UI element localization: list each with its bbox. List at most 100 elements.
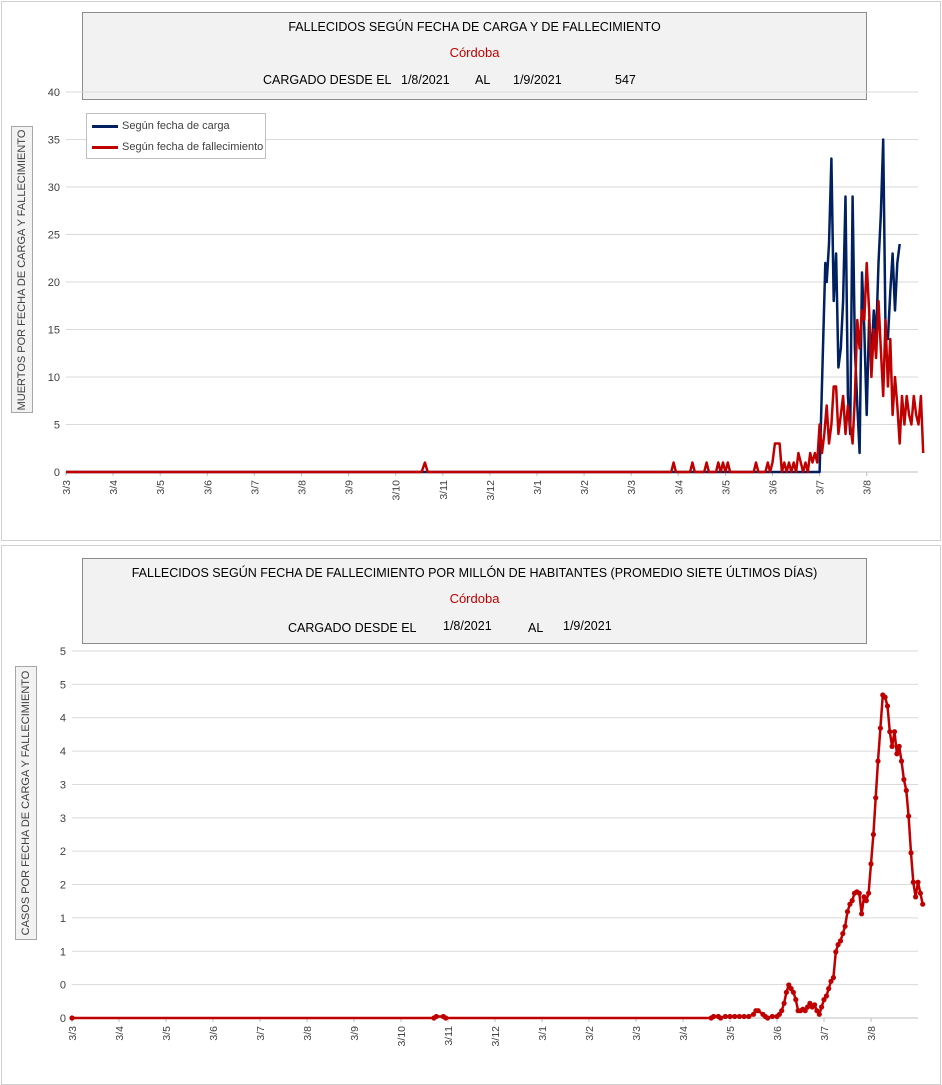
chart2-x-tick-label: 3/9	[349, 1026, 361, 1041]
chart2-data-point	[873, 795, 879, 801]
chart2-data-point	[906, 813, 912, 819]
chart1-series-line-2	[66, 261, 925, 474]
chart1-y-tick-label: 20	[48, 277, 60, 289]
chart2-data-point	[910, 879, 916, 885]
chart2-data-point	[920, 901, 926, 907]
chart1-title: FALLECIDOS SEGÚN FECHA DE CARGA Y DE FAL…	[288, 20, 661, 34]
chart2-data-point	[887, 729, 893, 735]
chart2-header: FALLECIDOS SEGÚN FECHA DE FALLECIMIENTO …	[82, 558, 867, 644]
chart2-data-point	[849, 898, 855, 904]
chart2-y-tick-label: 4	[60, 713, 66, 725]
chart2-x-tick-label: 3/3	[631, 1026, 643, 1041]
chart2-data-point	[746, 1013, 752, 1020]
chart2-data-point	[868, 861, 874, 867]
chart2-data-point	[882, 694, 888, 700]
chart1-x-tick-label: 3/3	[626, 480, 638, 495]
chart1-subtitle: Córdoba	[449, 45, 500, 60]
chart2-data-point	[722, 1013, 728, 1020]
chart2-data-point	[830, 975, 837, 981]
chart2-y-tick-label: 2	[60, 846, 66, 858]
chart2-x-tick-label: 3/10	[396, 1026, 408, 1047]
chart2-y-tick-label: 3	[60, 779, 66, 791]
chart2-x-tick-label: 3/7	[819, 1026, 831, 1041]
chart2-data-point	[844, 909, 851, 915]
chart1-x-tick-label: 3/4	[673, 480, 685, 495]
chart2-data-point	[896, 743, 902, 750]
chart2-data-point	[877, 725, 884, 731]
chart2-data-point	[807, 1000, 813, 1006]
chart2-data-point	[884, 703, 891, 709]
chart1-x-tick-label: 3/6	[768, 480, 780, 495]
chart2-data-point	[828, 978, 834, 984]
chart2-data-point	[875, 758, 881, 764]
chart2-from-date: 1/8/2021	[443, 619, 492, 633]
chart2-data-point	[793, 997, 799, 1003]
chart2-data-point	[894, 751, 900, 757]
chart2-data-point	[833, 949, 839, 955]
chart1-x-tick-label: 3/6	[202, 480, 214, 495]
chart2-data-point	[856, 890, 862, 896]
chart2-data-point	[837, 938, 844, 944]
chart1-header: FALLECIDOS SEGÚN FECHA DE CARGA Y DE FAL…	[82, 12, 867, 100]
chart2-y-axis-label-box: CASOS POR FECHA DE CARGA Y FALLECIMIENTO	[15, 666, 37, 940]
chart1-x-tick-label: 3/8	[297, 480, 309, 495]
chart1-y-tick-label: 15	[48, 325, 60, 337]
chart2-x-tick-label: 3/12	[490, 1026, 502, 1047]
chart2-x-tick-label: 3/6	[208, 1026, 220, 1041]
chart2-data-point	[835, 942, 841, 948]
chart1-legend: Según fecha de carga Según fecha de fall…	[86, 113, 266, 159]
chart2-data-point	[790, 989, 797, 995]
chart2-data-point	[805, 1004, 811, 1010]
chart2-data-point	[732, 1013, 738, 1020]
legend-item-fallecimiento: Según fecha de fallecimiento	[92, 141, 263, 155]
chart1-x-tick-label: 3/4	[108, 480, 120, 495]
chart2-data-point	[816, 1011, 822, 1017]
chart1-y-tick-label: 30	[48, 182, 60, 194]
chart1-x-tick-label: 3/12	[485, 480, 497, 501]
chart2-data-point	[711, 1013, 717, 1020]
chart1-series-line-1	[66, 138, 901, 474]
chart2-data-point	[840, 931, 846, 937]
legend-swatch-carga	[92, 124, 118, 128]
chart2-data-point	[755, 1008, 761, 1014]
chart1-loaded-from-label: CARGADO DESDE EL	[263, 73, 392, 87]
chart2-loaded-from-label: CARGADO DESDE EL	[288, 621, 417, 635]
chart1-x-tick-label: 3/11	[438, 480, 450, 500]
chart2-x-tick-label: 3/6	[772, 1026, 784, 1041]
chart1-y-tick-label: 40	[48, 87, 60, 99]
chart2-data-point	[917, 890, 924, 896]
legend-label-carga: Según fecha de carga	[122, 120, 230, 132]
chart1-x-tick-label: 3/7	[249, 480, 261, 495]
chart2-data-point	[908, 850, 914, 856]
chart2-data-point	[765, 1015, 771, 1021]
chart1-x-tick-label: 3/7	[815, 480, 827, 495]
legend-label-fallecimiento: Según fecha de fallecimiento	[122, 141, 264, 153]
chart2-y-tick-label: 3	[60, 813, 66, 825]
chart2-data-point	[727, 1013, 733, 1020]
chart2-x-tick-label: 3/7	[255, 1026, 267, 1041]
chart1-x-tick-label: 3/5	[155, 480, 167, 495]
chart2-series-line-1	[72, 693, 924, 1020]
chart1-to-date: 1/9/2021	[513, 73, 562, 87]
chart2-data-point	[779, 1008, 785, 1014]
chart2-data-point	[783, 989, 790, 995]
chart2-data-point	[891, 729, 898, 735]
legend-swatch-fallecimiento	[92, 145, 118, 149]
chart2-x-tick-label: 3/5	[161, 1026, 173, 1041]
chart1-x-tick-label: 3/9	[344, 480, 356, 495]
chart2-data-point	[819, 1004, 825, 1010]
chart-panel-por-millon: FALLECIDOS SEGÚN FECHA DE FALLECIMIENTO …	[1, 545, 941, 1085]
chart1-to-label: AL	[475, 73, 491, 87]
chart2-data-point	[915, 879, 921, 885]
chart2-data-point	[903, 787, 909, 794]
chart2-data-point	[842, 923, 848, 929]
chart2-x-tick-label: 3/4	[678, 1026, 690, 1041]
chart1-from-date: 1/8/2021	[401, 73, 450, 87]
chart2-data-point	[718, 1015, 724, 1021]
chart2-data-point	[870, 831, 877, 838]
chart2-y-tick-label: 2	[60, 880, 66, 892]
chart1-y-tick-label: 25	[48, 230, 60, 242]
chart1-x-tick-label: 3/1	[532, 480, 544, 495]
chart2-data-point	[901, 776, 907, 783]
chart1-x-tick-label: 3/3	[61, 480, 73, 495]
